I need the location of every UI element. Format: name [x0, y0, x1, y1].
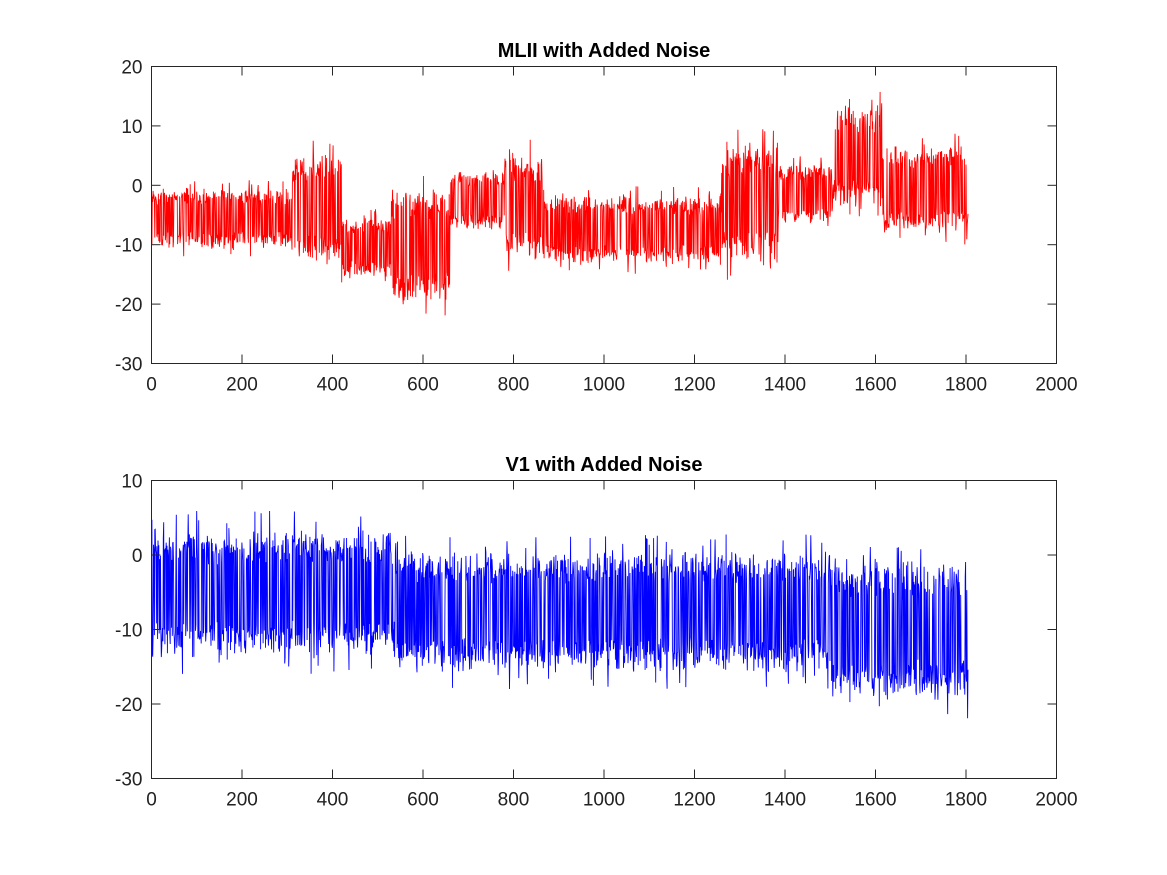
top-chart-x-tick-label: 2000 — [1035, 375, 1077, 396]
bottom-chart-x-tick-label: 400 — [317, 790, 349, 811]
top-chart-y-tick-label: 0 — [132, 176, 143, 197]
bottom-chart-ticks: 0 200 400 600 800 1000 1200 1400 1600 1800 2000 -30… — [115, 472, 1078, 811]
bottom-chart-x-tick-label: 200 — [226, 790, 258, 811]
top-chart-y-tick-label: -30 — [115, 355, 142, 376]
top-chart-x-tick-label: 1800 — [945, 375, 987, 396]
bottom-chart-x-tick-label: 1200 — [673, 790, 715, 811]
bottom-chart-title: V1 with Added Noise — [505, 454, 702, 476]
top-chart-plot-area — [151, 91, 969, 316]
top-chart-x-tick-label: 200 — [226, 375, 258, 396]
bottom-chart-y-tick-label: 10 — [121, 472, 142, 493]
bottom-chart-x-tick-label: 600 — [407, 790, 439, 811]
bottom-chart-y-tick-label: 0 — [132, 546, 143, 567]
bottom-chart-x-tick-label: 800 — [498, 790, 530, 811]
bottom-chart-panel: V1 with Added Noise 0 200 400 600 800 1000 120… — [115, 454, 1078, 811]
top-chart-x-tick-label: 400 — [317, 375, 349, 396]
top-chart-y-tick-label: 20 — [121, 58, 142, 79]
top-chart-title: MLII with Added Noise — [498, 40, 711, 62]
bottom-chart-x-tick-label: 1800 — [945, 790, 987, 811]
top-chart-x-tick-label: 600 — [407, 375, 439, 396]
bottom-chart-y-tick-label: -20 — [115, 695, 142, 716]
bottom-chart-x-tick-label: 1000 — [583, 790, 625, 811]
bottom-chart-x-tick-label: 1400 — [764, 790, 806, 811]
top-chart-x-tick-label: 0 — [146, 375, 157, 396]
bottom-chart-y-tick-label: -30 — [115, 770, 142, 791]
top-chart-x-tick-label: 1600 — [854, 375, 896, 396]
top-chart-ticks: 0 200 400 600 800 1000 1200 1400 1600 1800 2000-30… — [115, 58, 1078, 396]
top-chart-x-tick-label: 1400 — [764, 375, 806, 396]
bottom-chart-x-tick-label: 0 — [146, 790, 157, 811]
bottom-chart-y-tick-label: -10 — [115, 621, 142, 642]
top-chart-y-tick-label: -20 — [115, 295, 142, 316]
bottom-chart-x-tick-label: 2000 — [1035, 790, 1077, 811]
top-chart-y-tick-label: 10 — [121, 117, 142, 138]
bottom-chart-series-line — [151, 510, 969, 719]
top-chart-x-tick-label: 1000 — [583, 375, 625, 396]
top-chart-panel: MLII with Added Noise 0 200 400 600 800 1000 1… — [115, 40, 1078, 396]
bottom-chart-plot-area — [151, 510, 969, 719]
top-chart-x-tick-label: 1200 — [673, 375, 715, 396]
bottom-chart-x-tick-label: 1600 — [854, 790, 896, 811]
top-chart-y-tick-label: -10 — [115, 236, 142, 257]
top-chart-series-line — [151, 91, 969, 316]
top-chart-x-tick-label: 800 — [498, 375, 530, 396]
